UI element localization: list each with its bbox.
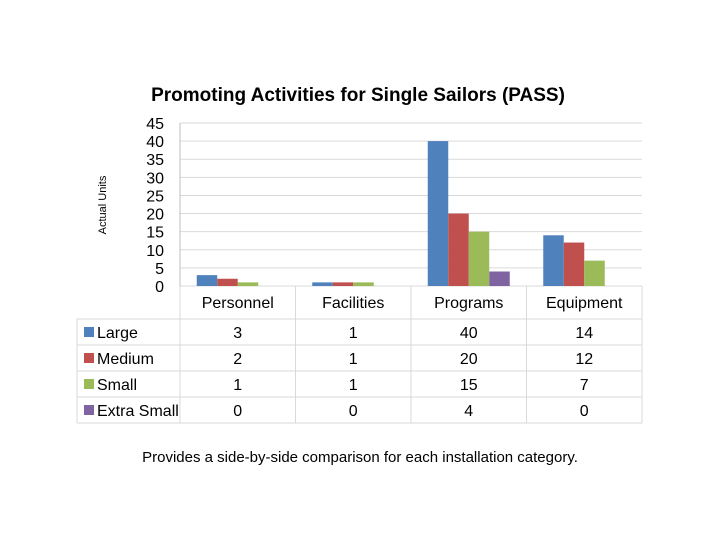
bar [489, 271, 510, 286]
legend-label: Large [97, 325, 138, 342]
legend-swatch [84, 405, 94, 415]
y-axis-label: Actual Units [97, 175, 109, 234]
legend-swatch [84, 353, 94, 363]
data-label: 20 [460, 351, 478, 368]
bar [584, 260, 605, 286]
bar [332, 282, 354, 286]
legend-label: Extra Small [97, 403, 179, 420]
x-tick-label: Equipment [546, 295, 623, 312]
data-label: 1 [349, 325, 358, 342]
bar [543, 235, 564, 286]
y-tick-label: 40 [146, 134, 164, 151]
data-label: 15 [460, 377, 478, 394]
y-tick-label: 10 [146, 243, 164, 260]
data-label: 0 [233, 403, 242, 420]
x-tick-label: Facilities [322, 295, 384, 312]
data-label: 12 [575, 351, 593, 368]
data-label: 2 [233, 351, 242, 368]
bar [312, 282, 333, 286]
y-tick-label: 20 [146, 207, 164, 224]
data-label: 1 [349, 377, 358, 394]
bar [196, 275, 218, 286]
y-tick-label: 45 [146, 116, 164, 133]
data-label: 14 [575, 325, 593, 342]
y-tick-label: 30 [146, 170, 164, 187]
legend-swatch [84, 327, 94, 337]
data-label: 1 [233, 377, 242, 394]
y-tick-label: 5 [155, 261, 164, 278]
legend-label: Small [97, 377, 137, 394]
data-label: 3 [233, 325, 242, 342]
y-tick-label: 25 [146, 188, 164, 205]
y-tick-label: 15 [146, 225, 164, 242]
x-tick-label: Programs [434, 295, 503, 312]
data-table: Personnel Facilities Programs Equipment Larg… [76, 286, 643, 424]
bar [427, 141, 449, 286]
bar [563, 242, 585, 286]
data-label: 7 [580, 377, 589, 394]
bar [448, 213, 469, 286]
bars [196, 141, 605, 286]
data-label: 1 [349, 351, 358, 368]
legend-swatch [84, 379, 94, 389]
chart: Promoting Activities for Single Sailors … [76, 85, 643, 424]
data-label: 40 [460, 325, 478, 342]
y-tick-label: 35 [146, 152, 164, 169]
chart-title: Promoting Activities for Single Sailors … [151, 85, 565, 106]
bar [217, 278, 238, 286]
legend-label: Medium [97, 351, 154, 368]
data-label: 4 [464, 403, 473, 420]
bar [468, 231, 490, 286]
y-tick-label: 0 [155, 279, 164, 296]
data-label: 0 [580, 403, 589, 420]
grid [179, 122, 642, 287]
x-tick-label: Personnel [202, 295, 274, 312]
caption: Provides a side-by-side comparison for e… [142, 449, 578, 466]
data-label: 0 [349, 403, 358, 420]
bar [353, 282, 374, 286]
bar [237, 282, 259, 286]
